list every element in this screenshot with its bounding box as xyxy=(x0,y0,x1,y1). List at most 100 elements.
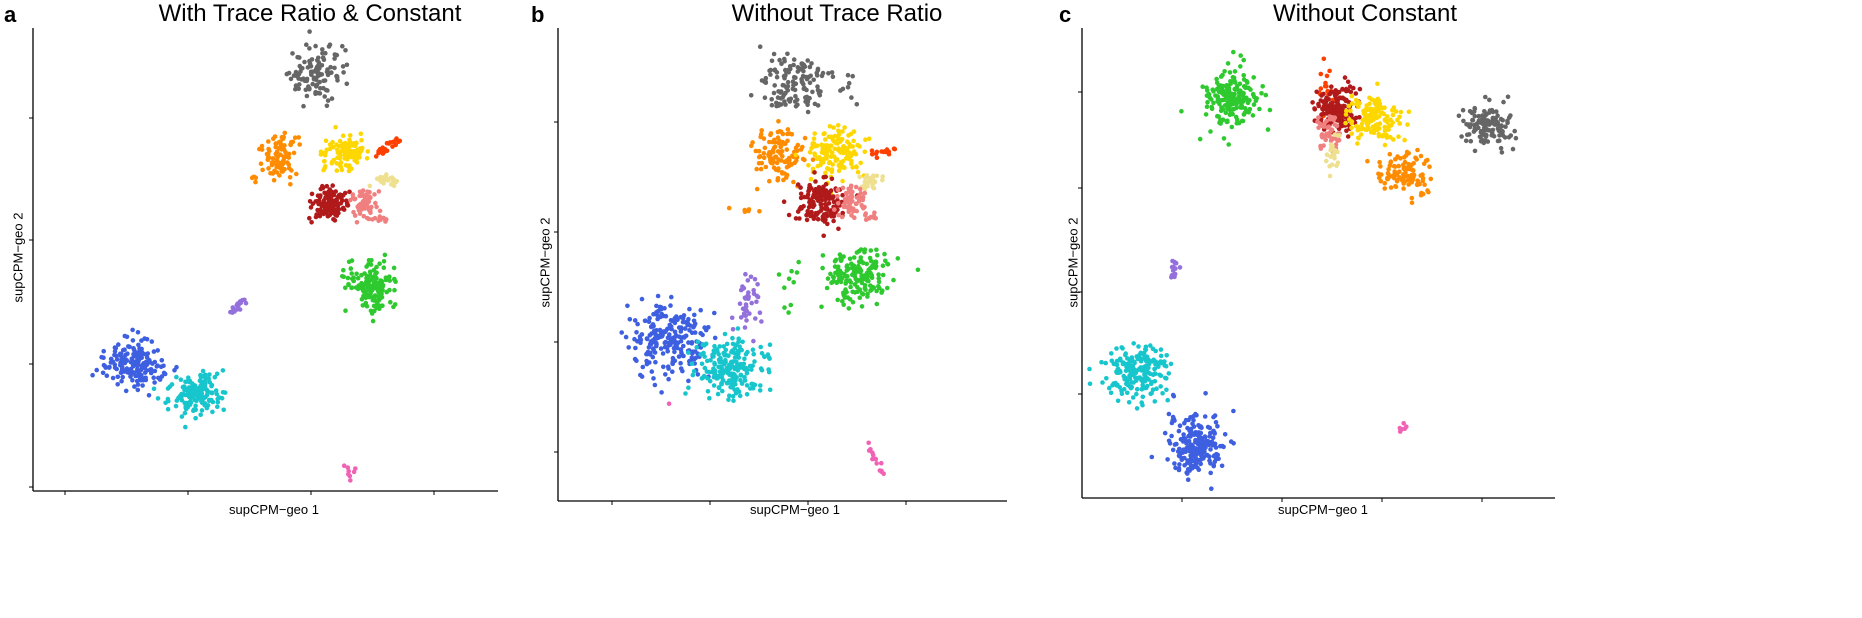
scatter-point xyxy=(709,369,715,375)
x-axis-label: supCPM−geo 1 xyxy=(750,502,840,517)
scatter-point xyxy=(309,70,314,76)
scatter-point xyxy=(266,139,271,144)
scatter-point xyxy=(788,96,794,102)
scatter-point xyxy=(1140,402,1145,408)
scatter-point xyxy=(346,282,351,288)
scatter-point xyxy=(1495,120,1500,125)
scatter-point xyxy=(1227,70,1233,75)
scatter-point xyxy=(666,376,671,382)
scatter-point xyxy=(1238,53,1243,58)
scatter-point xyxy=(737,301,743,307)
scatter-point xyxy=(854,164,859,169)
scatter-point xyxy=(735,387,740,392)
cluster-darkred xyxy=(307,183,352,225)
scatter-point xyxy=(253,179,258,185)
scatter-point xyxy=(1225,61,1231,66)
scatter-point xyxy=(341,274,347,280)
scatter-point xyxy=(344,81,350,87)
scatter-point xyxy=(139,372,144,378)
scatter-point xyxy=(332,52,338,57)
scatter-point xyxy=(663,313,669,319)
scatter-point xyxy=(1182,420,1187,426)
scatter-point xyxy=(118,351,123,357)
scatter-point xyxy=(1409,162,1414,168)
scatter-point xyxy=(1208,129,1213,134)
scatter-point xyxy=(873,456,879,462)
scatter-point xyxy=(1087,366,1092,372)
scatter-point xyxy=(1137,375,1142,380)
scatter-point xyxy=(1502,135,1508,140)
scatter-point xyxy=(1376,171,1381,177)
scatter-point xyxy=(115,374,121,380)
scatter-point xyxy=(744,318,749,323)
scatter-point xyxy=(715,391,721,397)
scatter-point xyxy=(650,346,656,352)
scatter-point xyxy=(307,46,312,51)
cluster-cyan xyxy=(1087,341,1174,411)
scatter-point xyxy=(297,55,302,60)
scatter-point xyxy=(1396,163,1401,169)
scatter-point xyxy=(1165,397,1170,403)
scatter-point xyxy=(374,280,380,286)
scatter-point xyxy=(716,385,722,390)
scatter-point xyxy=(273,144,279,150)
scatter-point xyxy=(388,299,393,305)
scatter-point xyxy=(830,162,835,167)
scatter-point xyxy=(1377,159,1382,165)
cluster-purple xyxy=(729,271,764,344)
scatter-point xyxy=(165,396,171,402)
scatter-point xyxy=(654,336,659,341)
scatter-point xyxy=(259,143,265,149)
scatter-point xyxy=(849,194,855,199)
scatter-point xyxy=(879,468,884,474)
scatter-point xyxy=(752,359,757,364)
scatter-point xyxy=(1422,182,1427,187)
scatter-point xyxy=(150,361,155,366)
scatter-point xyxy=(808,213,813,219)
scatter-point xyxy=(820,190,826,195)
scatter-point xyxy=(1318,86,1324,91)
scatter-point xyxy=(770,139,775,145)
scatter-point xyxy=(1134,391,1139,397)
scatter-point xyxy=(876,279,882,285)
scatter-point xyxy=(717,344,722,349)
scatter-point xyxy=(789,268,794,274)
scatter-point xyxy=(1377,175,1382,181)
scatter-point xyxy=(851,138,856,144)
scatter-point xyxy=(694,345,699,350)
scatter-point xyxy=(1181,432,1186,437)
scatter-point xyxy=(1328,148,1333,153)
scatter-point xyxy=(742,356,747,362)
scatter-point xyxy=(658,346,664,351)
scatter-point xyxy=(1382,118,1388,123)
scatter-point xyxy=(736,355,742,360)
scatter-point xyxy=(151,349,157,354)
scatter-point xyxy=(1335,98,1340,104)
scatter-point xyxy=(731,398,736,404)
scatter-point xyxy=(686,350,691,355)
scatter-point xyxy=(357,211,363,216)
scatter-point xyxy=(1263,92,1269,98)
scatter-point xyxy=(835,187,841,192)
scatter-point xyxy=(632,336,637,342)
scatter-point xyxy=(683,391,688,396)
scatter-point xyxy=(843,273,848,279)
scatter-point xyxy=(730,327,736,332)
scatter-point xyxy=(146,393,152,398)
scatter-point xyxy=(1151,371,1157,377)
scatter-point xyxy=(1388,160,1393,165)
scatter-point xyxy=(388,175,394,181)
scatter-point xyxy=(1367,95,1372,101)
scatter-point xyxy=(869,148,875,153)
scatter-point xyxy=(147,357,152,363)
scatter-point xyxy=(304,78,310,84)
scatter-point xyxy=(815,67,821,73)
scatter-point xyxy=(358,204,364,209)
scatter-point xyxy=(751,288,756,293)
scatter-point xyxy=(127,344,132,350)
scatter-point xyxy=(659,306,664,312)
scatter-point xyxy=(711,383,717,388)
scatter-point xyxy=(857,144,862,149)
scatter-point xyxy=(382,252,388,258)
scatter-point xyxy=(367,208,373,214)
